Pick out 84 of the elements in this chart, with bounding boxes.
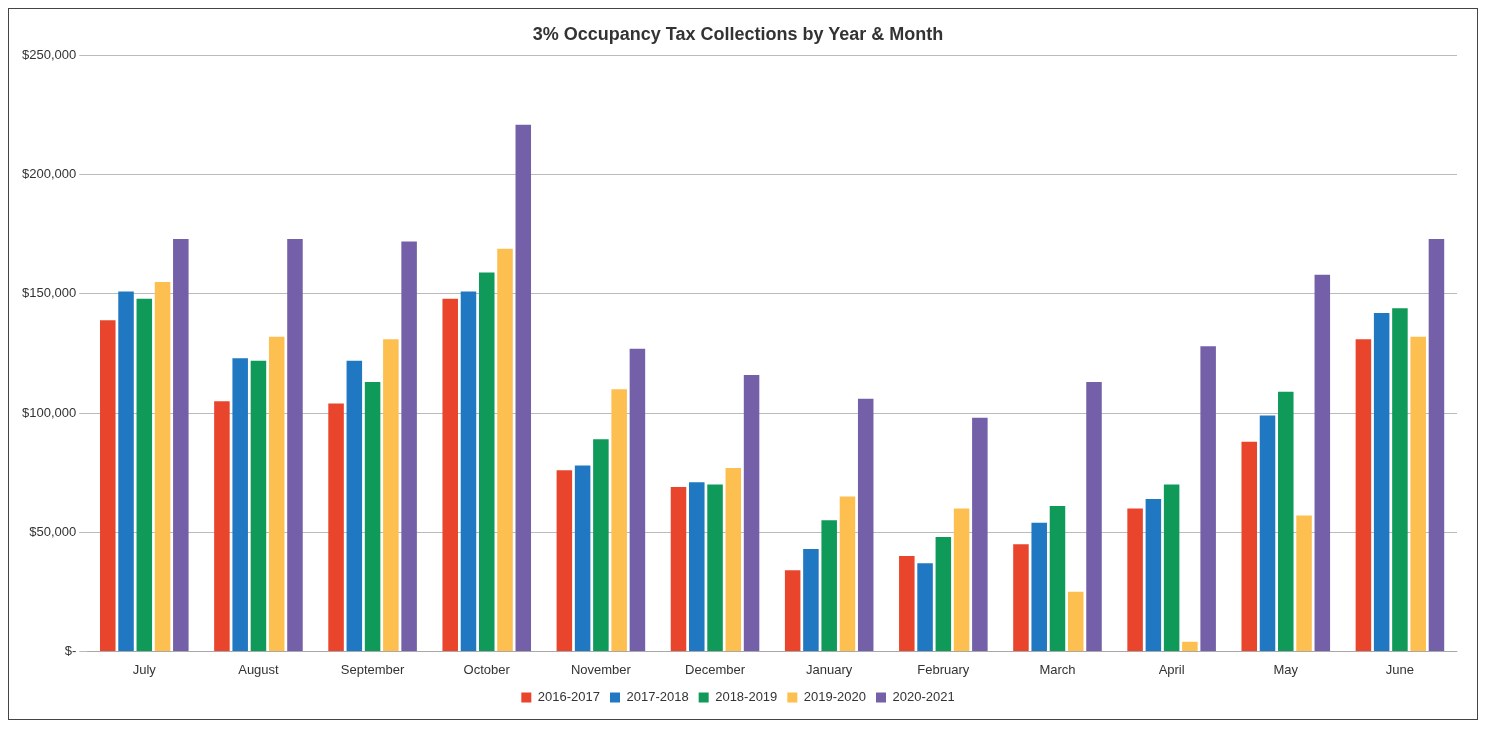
y-tick-label: $-	[64, 642, 77, 658]
bar	[689, 482, 705, 651]
bar	[1200, 346, 1216, 651]
x-tick-label: December	[685, 661, 746, 677]
y-tick-label: $150,000	[21, 285, 77, 301]
bar	[1296, 515, 1312, 651]
bar	[401, 241, 417, 651]
bar	[1373, 312, 1390, 651]
bar	[1241, 441, 1258, 651]
bar	[725, 467, 742, 651]
bar	[460, 291, 477, 651]
bar	[1410, 336, 1426, 651]
bar	[670, 486, 687, 651]
bar	[574, 465, 591, 651]
bar	[442, 298, 458, 651]
bar	[611, 389, 627, 651]
y-tick-label: $100,000	[21, 404, 77, 420]
bar	[784, 570, 801, 651]
bar	[821, 520, 837, 651]
bar	[136, 298, 153, 651]
y-tick-label: $250,000	[21, 47, 77, 63]
x-tick-label: April	[1158, 661, 1185, 677]
bar	[1067, 591, 1084, 651]
bar	[899, 556, 915, 651]
bar	[1049, 506, 1066, 651]
bar	[1314, 274, 1331, 651]
bar	[100, 320, 116, 651]
bar	[556, 470, 573, 651]
bar	[328, 403, 344, 651]
bar	[497, 248, 513, 651]
bar	[803, 548, 819, 651]
x-tick-label: August	[238, 661, 280, 677]
bar	[250, 360, 267, 651]
bar	[268, 336, 285, 651]
bar	[173, 239, 189, 651]
bar	[478, 272, 495, 651]
bar	[154, 282, 171, 651]
x-tick-label: May	[1273, 661, 1299, 677]
x-tick-label: January	[806, 661, 853, 677]
bar	[839, 496, 856, 651]
bar	[214, 401, 230, 651]
x-tick-label: November	[570, 661, 632, 677]
bar	[972, 417, 988, 651]
bar	[287, 239, 303, 651]
bar	[917, 563, 933, 651]
bar	[383, 339, 399, 651]
bar	[1145, 498, 1162, 651]
x-tick-label: March	[1039, 661, 1076, 677]
bar	[346, 360, 363, 651]
chart-title: 3% Occupancy Tax Collections by Year & Month	[532, 23, 944, 44]
legend-label: 2020-2021	[892, 689, 955, 705]
bar	[1392, 308, 1408, 651]
bar	[364, 382, 381, 651]
bar	[1278, 391, 1294, 651]
legend-label: 2018-2019	[715, 689, 778, 705]
bar	[707, 484, 723, 651]
y-tick-label: $200,000	[21, 166, 77, 182]
bar	[1031, 522, 1047, 651]
bar	[118, 291, 134, 651]
bar	[953, 508, 970, 651]
bar	[232, 358, 248, 651]
x-tick-label: February	[917, 661, 970, 677]
bar	[857, 398, 874, 651]
x-tick-label: July	[132, 661, 157, 677]
x-tick-label: June	[1385, 661, 1415, 677]
bar	[515, 124, 532, 651]
bar	[629, 348, 646, 651]
y-tick-label: $50,000	[29, 523, 77, 539]
legend-label: 2016-2017	[537, 689, 600, 705]
bar	[743, 374, 760, 651]
bar	[1259, 415, 1276, 651]
bar	[1428, 239, 1445, 651]
bar	[1086, 382, 1102, 651]
x-tick-label: September	[340, 661, 406, 677]
x-tick-label: October	[463, 661, 511, 677]
bar	[1355, 339, 1372, 651]
bar	[593, 439, 609, 651]
bar	[1182, 641, 1198, 651]
bar	[1127, 508, 1143, 651]
legend-label: 2019-2020	[803, 689, 867, 705]
bar	[1013, 544, 1029, 651]
bar	[935, 537, 952, 651]
legend-label: 2017-2018	[626, 689, 689, 705]
bar	[1163, 484, 1180, 651]
